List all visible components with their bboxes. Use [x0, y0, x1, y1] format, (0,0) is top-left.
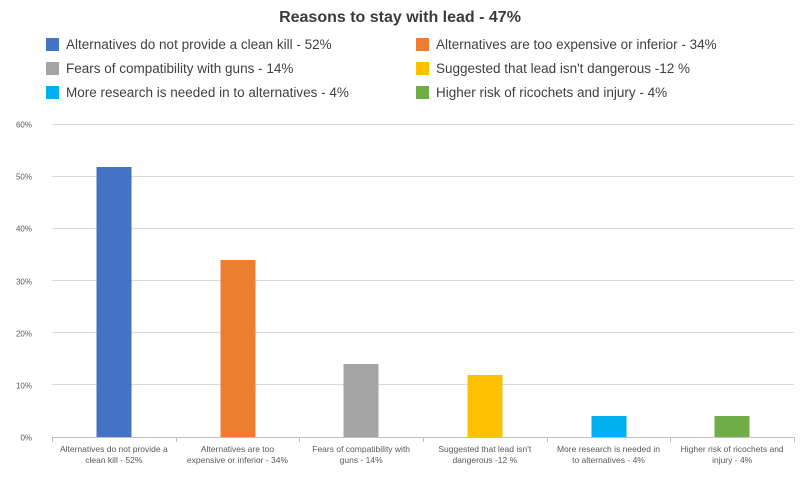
legend-swatch — [46, 38, 59, 51]
bar-6 — [714, 416, 750, 437]
legend-label: Alternatives do not provide a clean kill… — [66, 37, 332, 52]
x-axis-tick — [670, 437, 672, 442]
chart-legend: Alternatives do not provide a clean kill… — [46, 37, 717, 100]
x-axis-tick — [52, 437, 53, 442]
gridline — [52, 332, 794, 333]
plot-area — [52, 124, 795, 442]
y-axis-label: 30% — [15, 277, 32, 286]
legend-item-3: Fears of compatibility with guns - 14% — [46, 61, 416, 76]
x-axis-label-text: Fears of compatibility with guns - 14% — [312, 444, 411, 466]
x-axis-label-text: Suggested that lead isn't dangerous -12 … — [438, 444, 532, 466]
x-axis-label-5: More research is needed in to alternativ… — [547, 444, 671, 467]
x-axis-label-1: Alternatives do not provide a clean kill… — [52, 444, 176, 467]
x-axis-label-text: Alternatives do not provide a clean kill… — [59, 444, 168, 466]
legend-label: Alternatives are too expensive or inferi… — [436, 37, 717, 52]
x-axis-tick — [423, 437, 424, 442]
x-axis-label-4: Suggested that lead isn't dangerous -12 … — [423, 444, 547, 467]
gridline — [52, 176, 794, 177]
legend-item-5: More research is needed in to alternativ… — [46, 85, 416, 100]
bar-2 — [220, 260, 255, 437]
legend-swatch — [416, 62, 429, 75]
x-axis-tick — [175, 437, 177, 442]
legend-swatch — [46, 86, 59, 99]
legend-item-2: Alternatives are too expensive or inferi… — [416, 37, 717, 52]
x-axis-label-text: More research is needed in to alternativ… — [556, 444, 660, 466]
bar-3 — [343, 364, 379, 437]
legend-item-6: Higher risk of ricochets and injury - 4% — [416, 85, 717, 100]
x-axis-label-2: Alternatives are too expensive or inferi… — [176, 444, 300, 467]
y-axis-label: 60% — [15, 120, 32, 130]
bar-5 — [591, 416, 626, 437]
y-axis-label: 10% — [15, 381, 32, 391]
x-axis-tick — [546, 437, 548, 442]
y-axis-label: 40% — [15, 224, 32, 234]
y-axis-label: 0% — [20, 433, 32, 443]
y-axis: 60% 50% 40% 30% 20% 10% 0% — [0, 121, 32, 443]
chart-title: Reasons to stay with lead - 47% — [279, 9, 521, 26]
gridline — [52, 124, 794, 125]
x-axis-tick — [794, 437, 795, 442]
legend-item-4: Suggested that lead isn't dangerous -12 … — [416, 61, 717, 76]
bar-4 — [467, 374, 503, 437]
gridline — [52, 228, 794, 229]
x-axis-label-text: Higher risk of ricochets and injury - 4% — [680, 444, 784, 466]
legend-label: Higher risk of ricochets and injury - 4% — [436, 85, 668, 100]
legend-label: Suggested that lead isn't dangerous -12 … — [436, 61, 691, 76]
y-axis-label: 20% — [15, 329, 32, 339]
legend-swatch — [416, 38, 429, 51]
x-axis-tick — [299, 437, 301, 442]
legend-item-1: Alternatives do not provide a clean kill… — [46, 37, 416, 52]
legend-swatch — [416, 86, 429, 99]
gridline — [52, 280, 794, 281]
x-axis-label-3: Fears of compatibility with guns - 14% — [299, 444, 423, 467]
bar-1 — [96, 166, 132, 437]
x-axis-label-text: Alternatives are too expensive or inferi… — [186, 444, 289, 466]
x-axis-label-6: Higher risk of ricochets and injury - 4% — [670, 444, 794, 467]
x-axis: Alternatives do not provide a clean kill… — [52, 444, 794, 467]
gridline — [52, 384, 794, 385]
y-axis-label: 50% — [15, 172, 32, 182]
legend-label: Fears of compatibility with guns - 14% — [66, 61, 294, 76]
legend-label: More research is needed in to alternativ… — [66, 85, 349, 100]
legend-swatch — [46, 62, 59, 75]
